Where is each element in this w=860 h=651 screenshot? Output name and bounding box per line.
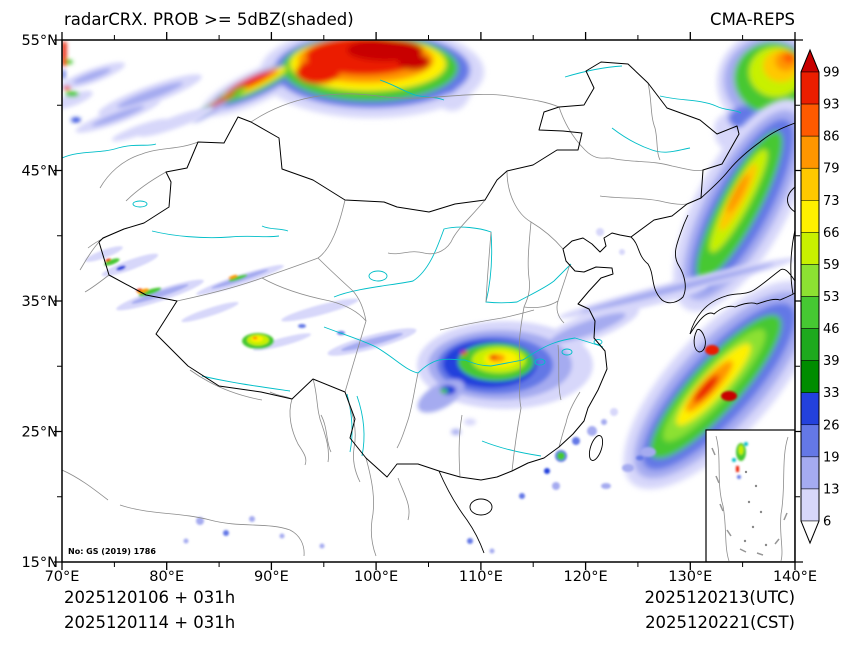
x-tick-label: 130°E bbox=[668, 569, 712, 585]
run-time-utc: 2025120106 + 031h bbox=[64, 588, 235, 607]
run-time-cst: 2025120114 + 031h bbox=[64, 613, 235, 632]
x-tick-label: 100°E bbox=[354, 569, 398, 585]
colorbar-segment bbox=[800, 424, 820, 458]
colorbar-segment bbox=[800, 264, 820, 297]
colorbar-label: 39 bbox=[823, 354, 840, 369]
map-license-note: No: GS (2019) 1786 bbox=[68, 547, 156, 556]
colorbar-label: 79 bbox=[823, 162, 840, 177]
south-china-sea-inset bbox=[705, 429, 795, 562]
colorbar-segment bbox=[800, 232, 820, 265]
colorbar-segment bbox=[800, 71, 820, 105]
colorbar-label: 33 bbox=[823, 386, 840, 401]
inset-dash-line bbox=[711, 447, 788, 556]
colorbar-segment bbox=[800, 103, 820, 137]
colorbar-label: 46 bbox=[823, 322, 840, 337]
colorbar-segment bbox=[800, 200, 820, 233]
colorbar-segment bbox=[800, 456, 820, 490]
coastlines bbox=[438, 122, 795, 554]
colorbar-label: 19 bbox=[823, 450, 840, 465]
y-tick-label: 45°N bbox=[21, 164, 58, 180]
colorbar-label: 53 bbox=[823, 290, 840, 305]
echo-north-center bbox=[192, 40, 484, 123]
colorbar-label: 13 bbox=[823, 482, 840, 497]
colorbar-segment bbox=[800, 296, 820, 329]
china-national-boundary bbox=[98, 61, 740, 481]
y-tick-label: 35°N bbox=[21, 294, 58, 310]
colorbar-label: 6 bbox=[823, 515, 831, 530]
colorbar-label: 73 bbox=[823, 194, 840, 209]
colorbar-segment bbox=[800, 488, 820, 522]
x-tick-label: 90°E bbox=[254, 569, 289, 585]
echo-northwest-streaks bbox=[62, 42, 214, 142]
echo-east-band-south bbox=[623, 280, 795, 490]
colorbar-label: 86 bbox=[823, 130, 840, 145]
inset-islands bbox=[743, 470, 768, 547]
colorbar-label: 93 bbox=[823, 98, 840, 113]
colorbar-below-triangle bbox=[800, 520, 820, 544]
figure-title: radarCRX. PROB >= 5dBZ(shaded) bbox=[64, 10, 354, 29]
y-tick-label: 55°N bbox=[21, 33, 58, 49]
colorbar-label: 66 bbox=[823, 226, 840, 241]
footer-times: 2025120106 + 031h 2025120114 + 031h 2025… bbox=[64, 588, 795, 632]
colorbar-segment bbox=[800, 328, 820, 361]
valid-time-utc: 2025120213(UTC) bbox=[644, 588, 795, 607]
colorbar-segment bbox=[800, 360, 820, 393]
major-ticks bbox=[54, 32, 803, 570]
radar-shading bbox=[62, 40, 795, 554]
colorbar-labels: 99 93 86 79 73 66 59 53 46 39 33 26 19 1… bbox=[823, 66, 840, 530]
foreign-boundaries bbox=[62, 93, 560, 557]
x-tick-label: 110°E bbox=[459, 569, 503, 585]
x-tick-label: 140°E bbox=[773, 569, 817, 585]
y-tick-label: 25°N bbox=[21, 425, 58, 441]
x-tick-label: 80°E bbox=[149, 569, 184, 585]
x-axis-labels: 70°E 80°E 90°E 100°E 110°E 120°E 130°E 1… bbox=[45, 569, 817, 585]
province-boundaries bbox=[176, 82, 704, 478]
river-lines bbox=[62, 65, 742, 457]
x-tick-label: 120°E bbox=[564, 569, 608, 585]
colorbar-segment bbox=[800, 167, 820, 201]
echo-east-band-north bbox=[673, 98, 795, 312]
colorbar: 99 93 86 79 73 66 59 53 46 39 33 26 19 1… bbox=[800, 48, 840, 545]
colorbar-segment bbox=[800, 392, 820, 426]
inset-echoes bbox=[732, 442, 748, 479]
colorbar-label: 99 bbox=[823, 66, 840, 81]
colorbar-segment bbox=[800, 135, 820, 169]
echo-west-streaks bbox=[85, 246, 417, 356]
minor-ticks bbox=[57, 35, 800, 567]
x-tick-label: 70°E bbox=[45, 569, 80, 585]
y-axis-labels: 55°N 45°N 35°N 25°N 15°N bbox=[21, 33, 58, 571]
echo-south-cells bbox=[183, 228, 625, 554]
colorbar-label: 59 bbox=[823, 258, 840, 273]
colorbar-label: 26 bbox=[823, 418, 840, 433]
y-tick-label: 15°N bbox=[21, 555, 58, 571]
valid-time-cst: 2025120221(CST) bbox=[645, 613, 795, 632]
model-name: CMA-REPS bbox=[710, 10, 795, 29]
map-area: No: GS (2019) 1786 bbox=[62, 40, 795, 562]
colorbar-outline bbox=[800, 48, 820, 545]
echo-east-band-cores bbox=[601, 345, 737, 489]
colorbar-above-triangle bbox=[800, 49, 820, 73]
